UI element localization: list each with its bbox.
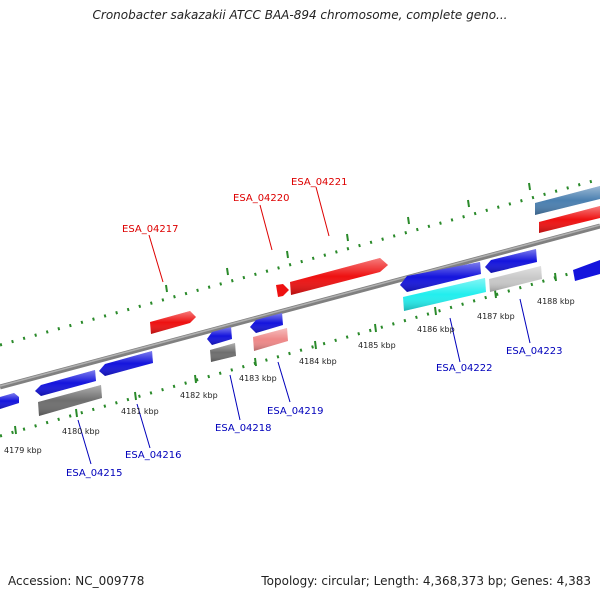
tick-label-4181: 4181 kbp bbox=[121, 407, 159, 416]
feature-steel[interactable] bbox=[535, 186, 600, 215]
gene-esa-04222-blue[interactable] bbox=[400, 262, 481, 292]
gene-label-esa-04221[interactable]: ESA_04221 bbox=[291, 177, 348, 188]
gene-esa-04221[interactable] bbox=[290, 258, 388, 295]
lower-major-ticks bbox=[14, 272, 557, 435]
gene-label-esa-04216[interactable]: ESA_04216 bbox=[125, 450, 182, 461]
reverse-label-leaders bbox=[77, 298, 531, 465]
feature-blue-left-edge[interactable] bbox=[0, 393, 19, 409]
gene-label-esa-04215[interactable]: ESA_04215 bbox=[66, 468, 123, 479]
chromosome-backbone-highlight bbox=[0, 224, 600, 387]
gene-esa-04222[interactable] bbox=[403, 278, 486, 311]
forward-features bbox=[150, 186, 600, 334]
feature-red-upper-right[interactable] bbox=[539, 206, 600, 233]
gene-esa-04219-blue[interactable] bbox=[250, 313, 283, 333]
forward-label-leaders bbox=[148, 186, 330, 283]
feature-gray-mid[interactable] bbox=[210, 343, 236, 362]
gene-esa-04220[interactable] bbox=[276, 284, 289, 297]
gene-esa-04216[interactable] bbox=[99, 351, 153, 376]
accession-text: Accession: NC_009778 bbox=[8, 574, 145, 588]
gene-esa-04218[interactable] bbox=[207, 327, 232, 345]
gene-esa-04217[interactable] bbox=[150, 311, 196, 334]
tick-label-4179: 4179 kbp bbox=[4, 446, 42, 455]
upper-major-ticks bbox=[165, 182, 531, 293]
gene-label-esa-04217[interactable]: ESA_04217 bbox=[122, 224, 179, 235]
tick-label-4182: 4182 kbp bbox=[180, 391, 218, 400]
feature-blue-right-edge[interactable] bbox=[573, 260, 600, 281]
tick-label-4188: 4188 kbp bbox=[537, 297, 575, 306]
genome-info-text: Topology: circular; Length: 4,368,373 bp… bbox=[261, 574, 591, 588]
feature-gray-left[interactable] bbox=[38, 385, 102, 416]
gene-esa-04223[interactable] bbox=[489, 266, 542, 292]
tick-label-4180: 4180 kbp bbox=[62, 427, 100, 436]
chromosome-backbone bbox=[0, 223, 600, 390]
gene-esa-04219[interactable] bbox=[253, 328, 288, 351]
reverse-features bbox=[0, 249, 600, 416]
gene-label-esa-04219[interactable]: ESA_04219 bbox=[267, 406, 324, 417]
gene-label-esa-04222[interactable]: ESA_04222 bbox=[436, 363, 493, 374]
gene-esa-04215[interactable] bbox=[35, 370, 96, 396]
tick-label-4184: 4184 kbp bbox=[299, 357, 337, 366]
gene-label-esa-04218[interactable]: ESA_04218 bbox=[215, 423, 272, 434]
tick-label-4185: 4185 kbp bbox=[358, 341, 396, 350]
tick-label-4183: 4183 kbp bbox=[239, 374, 277, 383]
map-title: Cronobacter sakazakii ATCC BAA-894 chrom… bbox=[92, 8, 508, 22]
gene-esa-04223-blue[interactable] bbox=[485, 249, 537, 273]
gene-label-esa-04220[interactable]: ESA_04220 bbox=[233, 193, 290, 204]
tick-label-4186: 4186 kbp bbox=[417, 325, 455, 334]
tick-label-4187: 4187 kbp bbox=[477, 312, 515, 321]
gene-label-esa-04223[interactable]: ESA_04223 bbox=[506, 346, 563, 357]
